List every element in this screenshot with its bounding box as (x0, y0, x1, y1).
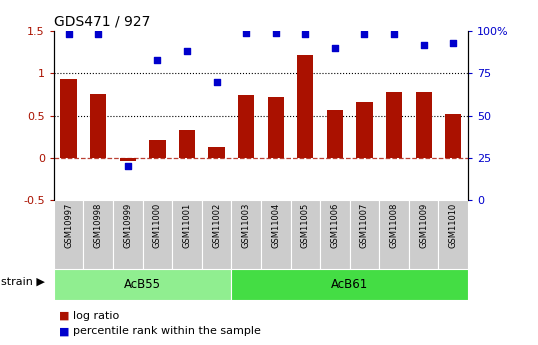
Bar (238, 95, 254, 158)
Text: GSM11008: GSM11008 (390, 203, 399, 248)
Bar (409, 200, 438, 269)
Point (449, 40, 457, 46)
Bar (179, 130, 195, 158)
Text: percentile rank within the sample: percentile rank within the sample (73, 326, 260, 336)
Point (271, 30, 280, 36)
Bar (143, 200, 172, 269)
Bar (386, 92, 402, 158)
Text: GSM10997: GSM10997 (64, 203, 73, 248)
Bar (356, 102, 373, 158)
Point (94, 32, 102, 37)
Bar (415, 92, 432, 158)
Text: ■: ■ (59, 326, 73, 336)
Bar (54, 200, 83, 269)
Bar (350, 200, 379, 269)
Bar (261, 200, 291, 269)
Text: GSM11007: GSM11007 (360, 203, 369, 248)
Bar (54, 269, 231, 300)
Text: GSM11006: GSM11006 (330, 203, 339, 248)
Text: AcB61: AcB61 (331, 278, 369, 291)
Bar (231, 200, 261, 269)
Text: GSM11003: GSM11003 (242, 203, 251, 248)
Bar (113, 200, 143, 269)
Point (123, 164, 132, 169)
Text: GSM11009: GSM11009 (419, 203, 428, 248)
Text: GSM11001: GSM11001 (182, 203, 192, 248)
Text: AcB55: AcB55 (124, 278, 161, 291)
Bar (119, 158, 136, 161)
Text: GSM10998: GSM10998 (94, 203, 103, 248)
Bar (149, 140, 166, 158)
Text: GSM11010: GSM11010 (449, 203, 458, 248)
Bar (379, 200, 409, 269)
Point (390, 32, 398, 37)
Bar (208, 147, 225, 158)
Point (301, 32, 309, 37)
Point (182, 49, 191, 54)
Point (65, 32, 73, 37)
Bar (202, 200, 231, 269)
Point (153, 57, 161, 62)
Text: ■: ■ (59, 311, 73, 321)
Bar (445, 114, 462, 158)
Point (419, 42, 428, 47)
Bar (320, 200, 350, 269)
Text: GDS471 / 927: GDS471 / 927 (54, 14, 150, 29)
Text: GSM11002: GSM11002 (212, 203, 221, 248)
Point (360, 32, 369, 37)
Text: GSM11004: GSM11004 (271, 203, 280, 248)
Bar (60, 79, 77, 158)
Text: GSM10999: GSM10999 (123, 203, 132, 248)
Text: GSM11000: GSM11000 (153, 203, 162, 248)
Point (212, 79, 221, 85)
Bar (291, 200, 320, 269)
Text: GSM11005: GSM11005 (301, 203, 310, 248)
Point (330, 45, 339, 51)
Bar (267, 97, 284, 158)
Bar (438, 200, 468, 269)
Bar (90, 95, 107, 158)
Bar (231, 269, 468, 300)
Text: log ratio: log ratio (73, 311, 119, 321)
Bar (327, 110, 343, 158)
Point (242, 30, 250, 36)
Bar (83, 200, 113, 269)
Bar (297, 55, 314, 158)
Text: strain ▶: strain ▶ (1, 276, 45, 286)
Bar (172, 200, 202, 269)
